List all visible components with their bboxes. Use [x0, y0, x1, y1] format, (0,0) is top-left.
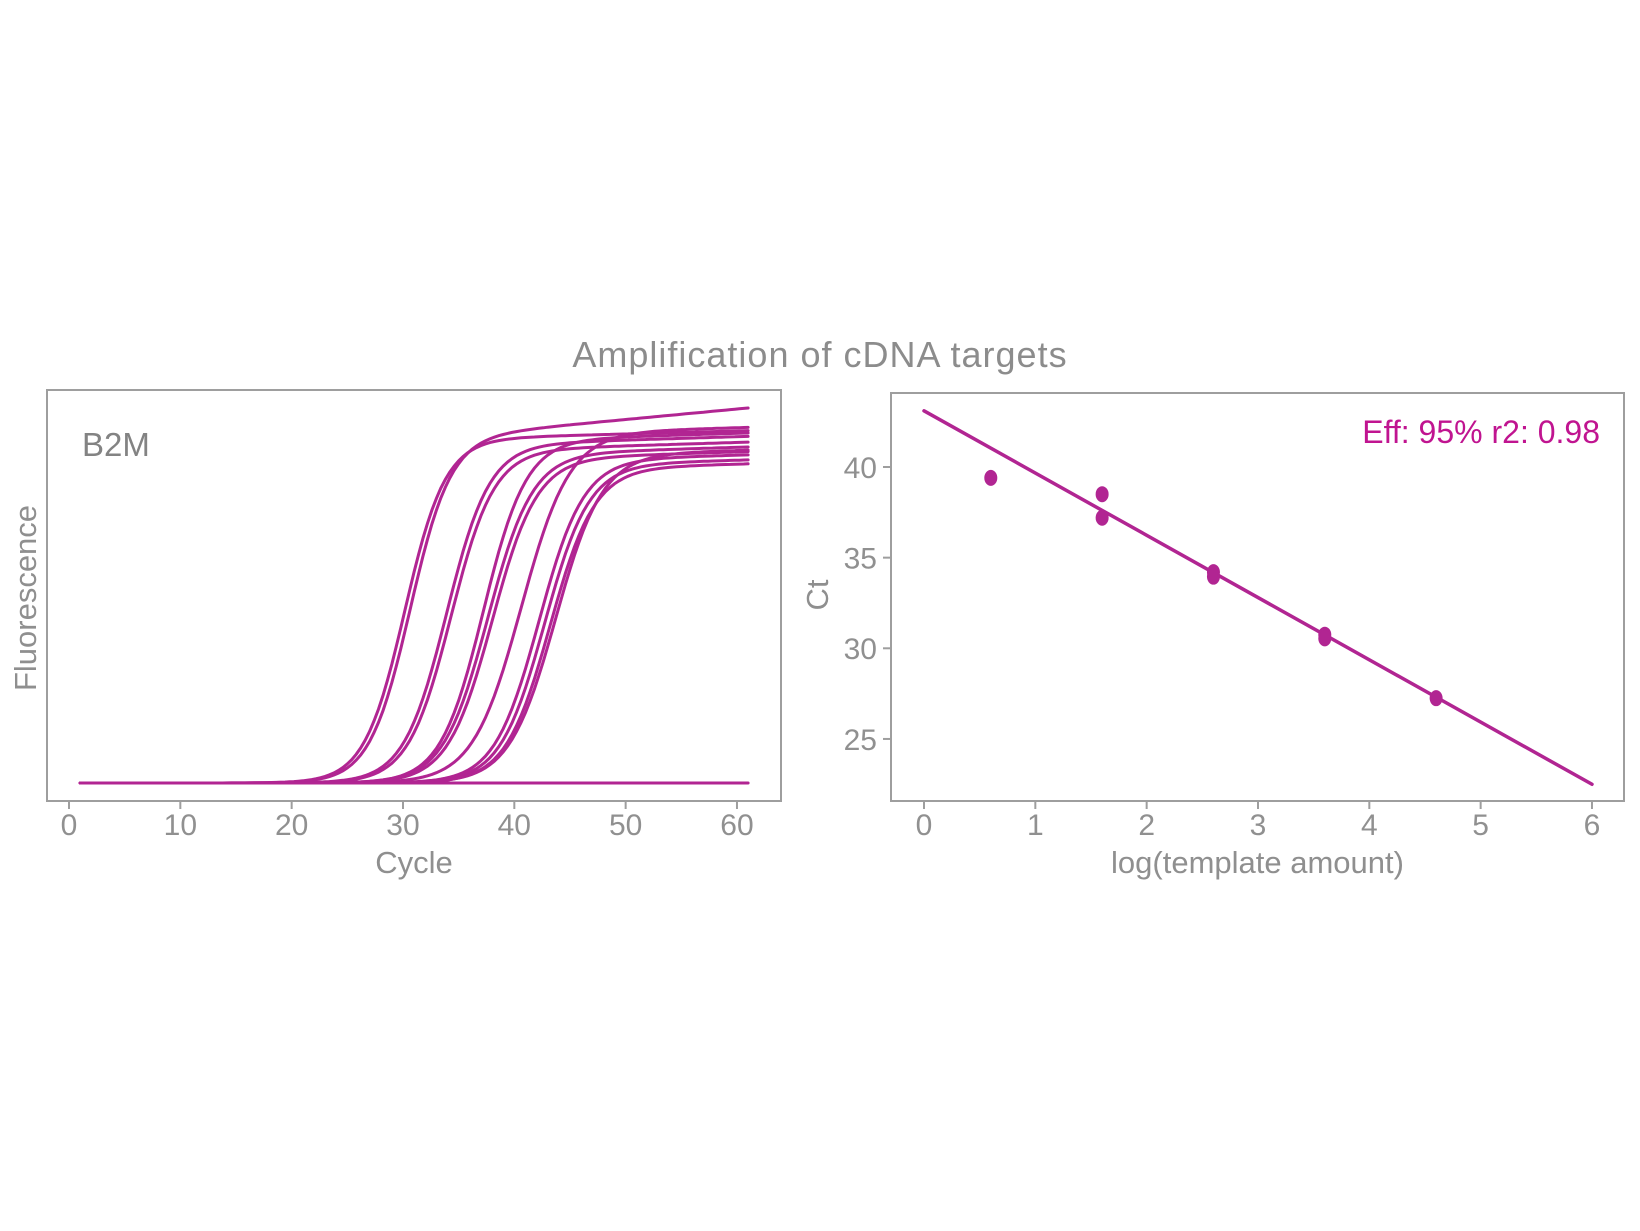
right-x-tick-label: 2: [1138, 809, 1155, 842]
efficiency-annotation: Eff: 95% r2: 0.98: [1362, 414, 1600, 450]
right-y-tick-label: 25: [844, 724, 877, 757]
right-y-tick-label: 40: [844, 452, 877, 485]
right-x-tick-label: 3: [1250, 809, 1267, 842]
x-axis-label-log-template: log(template amount): [1111, 845, 1404, 880]
data-point: [1095, 486, 1109, 503]
left-x-tick-label: 0: [61, 809, 78, 842]
left-x-tick-label: 50: [609, 809, 642, 842]
left-x-tick-label: 30: [386, 809, 419, 842]
data-point: [1095, 509, 1109, 526]
right-x-tick-label: 5: [1472, 809, 1489, 842]
right-y-tick-label: 35: [844, 542, 877, 575]
figure-title: Amplification of cDNA targets: [572, 334, 1068, 375]
right-x-tick-label: 4: [1361, 809, 1378, 842]
left-x-tick-label: 40: [498, 809, 531, 842]
left-x-tick-label: 20: [275, 809, 308, 842]
data-point: [1206, 568, 1220, 585]
right-y-tick-label: 30: [844, 633, 877, 666]
regression-line: [922, 409, 1594, 787]
y-axis-label-fluorescence: Fluorescence: [8, 504, 43, 692]
left-x-tick-label: 10: [164, 809, 197, 842]
data-point: [984, 469, 998, 486]
curve-4: [78, 440, 750, 785]
left-x-tick-label: 60: [720, 809, 753, 842]
left-panel-border: [46, 389, 782, 802]
data-point: [1318, 630, 1332, 647]
right-x-tick-label: 6: [1584, 809, 1601, 842]
right-x-tick-label: 1: [1027, 809, 1044, 842]
y-axis-label-ct: Ct: [800, 579, 835, 611]
x-axis-label-cycle: Cycle: [375, 845, 453, 880]
data-point: [1429, 690, 1443, 707]
amplification-plot: 0 10 20 30 40 50 60: [46, 389, 782, 842]
right-x-tick-label: 0: [916, 809, 933, 842]
standard-curve-plot: 0 1 2 3 4 5 6 25 30 35 40: [844, 392, 1625, 842]
gene-label: B2M: [82, 426, 150, 463]
